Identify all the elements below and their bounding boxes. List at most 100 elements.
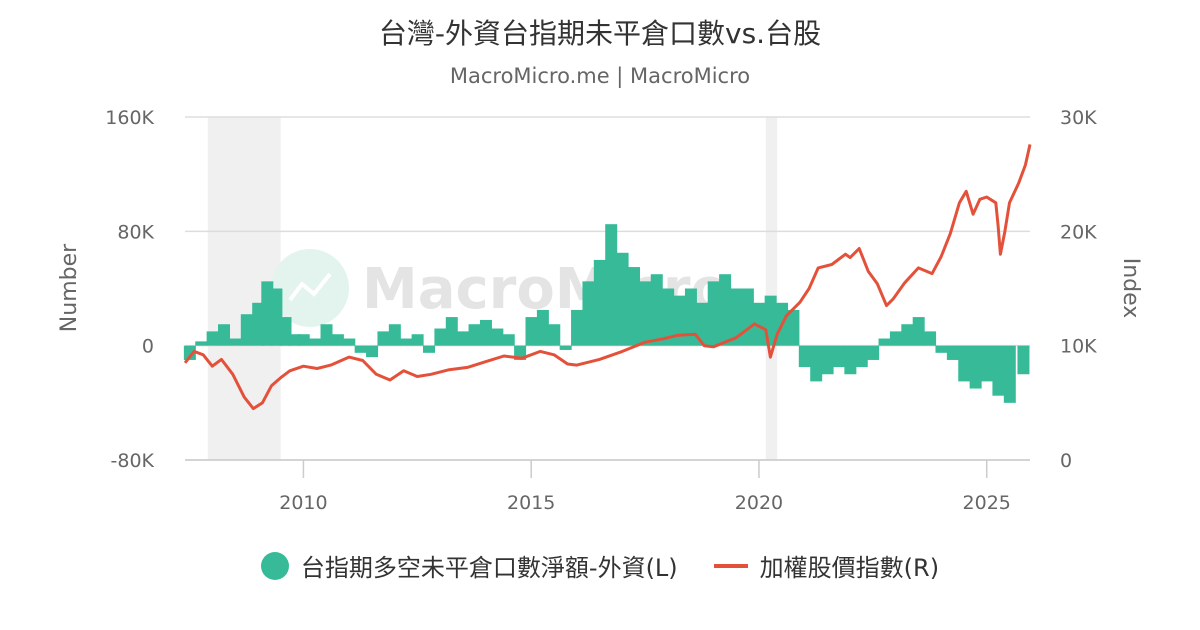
- x-tick-label: 2015: [507, 492, 555, 514]
- column-bar: [354, 345, 367, 353]
- y-right-tick-label: 0: [1060, 450, 1072, 472]
- column-bar: [684, 288, 697, 346]
- column-bar: [1003, 345, 1016, 403]
- column-bar: [252, 302, 265, 346]
- column-bar: [479, 319, 492, 346]
- watermark-logo-icon: [271, 249, 349, 327]
- column-series: [183, 224, 1030, 403]
- column-bar: [366, 345, 379, 358]
- column-bar: [423, 345, 436, 353]
- column-bar: [240, 314, 253, 346]
- column-bar: [491, 328, 504, 346]
- column-bar: [810, 345, 823, 382]
- column-bar: [536, 309, 549, 346]
- legend-label-taiex: 加權股價指數(R): [759, 554, 940, 582]
- right-tick-labels: 0 10K 20K 30K: [1060, 107, 1097, 472]
- legend-dot-icon: [260, 551, 289, 580]
- column-bar: [1017, 345, 1030, 375]
- x-tick-labels: 2010 2015 2020 2025: [279, 492, 1011, 514]
- column-bar: [288, 334, 301, 346]
- legend-label-net-oi: 台指期多空未平倉口數淨額-外資(L): [300, 554, 678, 582]
- column-bar: [707, 281, 720, 346]
- left-axis-title: Number: [57, 243, 82, 332]
- column-bar: [525, 317, 538, 346]
- column-bar: [605, 224, 618, 346]
- column-bar: [787, 309, 800, 346]
- column-bar: [912, 317, 925, 346]
- legend-line-icon: [713, 563, 748, 568]
- column-bar: [992, 345, 1005, 396]
- column-bar: [320, 324, 333, 346]
- column-bar: [946, 345, 959, 360]
- column-bar: [878, 338, 891, 346]
- column-bar: [958, 345, 971, 382]
- column-bar: [730, 288, 743, 346]
- chart-subtitle: MacroMicro.me | MacroMicro: [449, 64, 751, 88]
- axes: [185, 459, 1030, 478]
- watermark-logo-line: [288, 272, 332, 302]
- column-bar: [261, 281, 274, 346]
- chart-title: 台灣-外資台指期未平倉口數vs.台股: [378, 17, 822, 50]
- column-bar: [195, 341, 208, 346]
- y-left-tick-label: 80K: [117, 221, 154, 243]
- column-bar: [924, 331, 937, 346]
- column-bar: [502, 334, 515, 346]
- column-bar: [696, 302, 709, 346]
- y-left-tick-label: -80K: [111, 450, 155, 472]
- column-bar: [821, 345, 834, 375]
- column-bar: [457, 331, 470, 346]
- column-bar: [832, 345, 845, 368]
- column-bar: [969, 345, 982, 389]
- column-bar: [434, 328, 447, 346]
- column-bar: [764, 295, 777, 346]
- column-bar: [627, 267, 640, 346]
- column-bar: [901, 324, 914, 346]
- column-bar: [279, 317, 292, 346]
- column-bar: [548, 324, 561, 346]
- column-bar: [673, 295, 686, 346]
- y-left-tick-label: 0: [142, 336, 154, 358]
- line-series: [183, 144, 1032, 411]
- column-bar: [468, 324, 481, 346]
- legend-item-taiex[interactable]: 加權股價指數(R): [713, 548, 940, 583]
- column-bar: [741, 288, 754, 346]
- column-bar: [445, 317, 458, 346]
- x-tick-label: 2020: [735, 492, 783, 514]
- column-bar: [753, 302, 766, 346]
- column-bar: [388, 324, 401, 346]
- column-bar: [229, 338, 242, 346]
- column-bar: [377, 331, 390, 346]
- legend: 台指期多空未平倉口數淨額-外資(L) 加權股價指數(R): [0, 548, 1200, 583]
- column-bar: [331, 334, 344, 346]
- column-bar: [297, 334, 310, 346]
- column-bar: [650, 274, 663, 346]
- column-bar: [889, 331, 902, 346]
- column-bar: [309, 338, 322, 346]
- column-bar: [798, 345, 811, 368]
- y-right-tick-label: 10K: [1060, 336, 1097, 358]
- column-bar: [935, 345, 948, 353]
- x-tick-label: 2010: [279, 492, 327, 514]
- y-left-tick-label: 160K: [105, 107, 154, 129]
- column-bar: [183, 345, 196, 360]
- column-bar: [616, 252, 629, 346]
- column-bar: [855, 345, 868, 368]
- taiex-line: [183, 144, 1032, 411]
- column-bar: [343, 338, 356, 346]
- y-right-tick-label: 20K: [1060, 221, 1097, 243]
- column-bar: [206, 331, 219, 346]
- column-bar: [400, 338, 413, 346]
- column-bar: [582, 281, 595, 346]
- column-bar: [559, 345, 572, 350]
- y-right-tick-label: 30K: [1060, 107, 1097, 129]
- column-bar: [514, 345, 527, 360]
- right-axis-title: Index: [1118, 258, 1143, 319]
- column-bar: [867, 345, 880, 360]
- column-bar: [844, 345, 857, 375]
- recession-band-1: [765, 117, 778, 460]
- legend-item-net-oi[interactable]: 台指期多空未平倉口數淨額-外資(L): [260, 548, 678, 583]
- column-bar: [270, 288, 283, 346]
- column-bar: [411, 334, 424, 346]
- column-bar: [593, 259, 606, 346]
